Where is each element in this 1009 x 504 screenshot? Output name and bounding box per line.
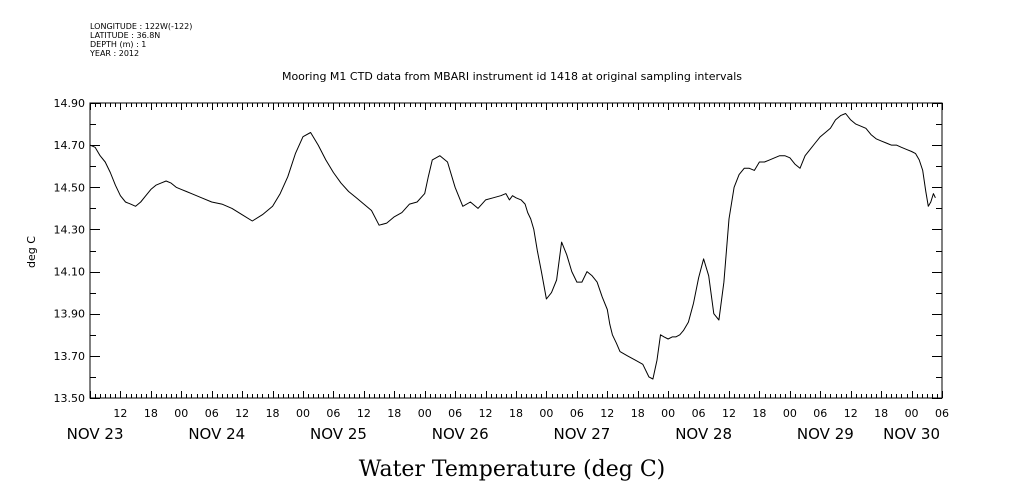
x-tick-label: 18 (266, 407, 280, 420)
x-tick-label: 06 (448, 407, 462, 420)
series-line (89, 113, 936, 380)
y-tick-label: 14.30 (54, 223, 86, 236)
x-tick-label: 18 (387, 407, 401, 420)
x-date-label: NOV 24 (188, 425, 245, 443)
y-tick-label: 13.70 (54, 350, 86, 363)
metadata-longitude: LONGITUDE : 122W(-122) (90, 22, 193, 31)
x-date-label: NOV 25 (310, 425, 367, 443)
x-tick-label: 06 (570, 407, 584, 420)
x-tick-label: 00 (296, 407, 310, 420)
x-axis-label: Water Temperature (deg C) (359, 457, 666, 482)
y-axis-label: deg C (25, 236, 38, 268)
x-date-label: NOV 28 (675, 425, 732, 443)
y-tick-label: 13.50 (54, 392, 86, 405)
x-tick-label: 12 (113, 407, 127, 420)
metadata-year: YEAR : 2012 (90, 49, 140, 58)
x-date-label: NOV 23 (67, 425, 124, 443)
x-tick-label: 18 (874, 407, 888, 420)
x-date-label: NOV 30 (883, 425, 940, 443)
x-date-label: NOV 27 (553, 425, 610, 443)
chart-title: Mooring M1 CTD data from MBARI instrumen… (282, 70, 742, 83)
x-tick-label: 00 (418, 407, 432, 420)
y-tick-label: 13.90 (54, 308, 86, 321)
x-tick-label: 18 (631, 407, 645, 420)
x-tick-label: 12 (844, 407, 858, 420)
x-date-label: NOV 29 (797, 425, 854, 443)
series-layer (89, 113, 936, 380)
x-tick-label: 12 (600, 407, 614, 420)
y-tick-label: 14.70 (54, 139, 86, 152)
x-tick-label: 06 (813, 407, 827, 420)
y-tick-label: 14.90 (54, 97, 86, 110)
x-tick-label: 18 (144, 407, 158, 420)
metadata-depth: DEPTH (m) : 1 (90, 40, 147, 49)
x-tick-label: 12 (722, 407, 736, 420)
x-tick-label: 06 (326, 407, 340, 420)
x-tick-label: 06 (692, 407, 706, 420)
plot-border (89, 102, 943, 399)
x-tick-label: 12 (235, 407, 249, 420)
x-tick-label: 00 (539, 407, 553, 420)
x-tick-label: 12 (357, 407, 371, 420)
x-tick-label: 18 (752, 407, 766, 420)
x-tick-label: 00 (905, 407, 919, 420)
x-tick-label: 00 (174, 407, 188, 420)
x-tick-label: 00 (661, 407, 675, 420)
x-tick-label: 12 (479, 407, 493, 420)
x-tick-label: 18 (509, 407, 523, 420)
x-tick-label: 06 (935, 407, 949, 420)
x-tick-label: 00 (783, 407, 797, 420)
plot-frame (89, 102, 943, 399)
y-axis: 13.50 13.70 13.90 14.10 14.30 14.50 14.70 14.90 (54, 97, 942, 405)
x-date-label: NOV 26 (432, 425, 489, 443)
x-tick-label: 06 (205, 407, 219, 420)
x-axis: 12 18 00 06 12 18 00 06 12 18 00 06 12 18 00 06 12 18 00 06… (67, 103, 949, 443)
y-tick-label: 14.10 (54, 266, 86, 279)
y-tick-label: 14.50 (54, 181, 86, 194)
metadata-latitude: LATITUDE : 36.8N (90, 31, 161, 40)
